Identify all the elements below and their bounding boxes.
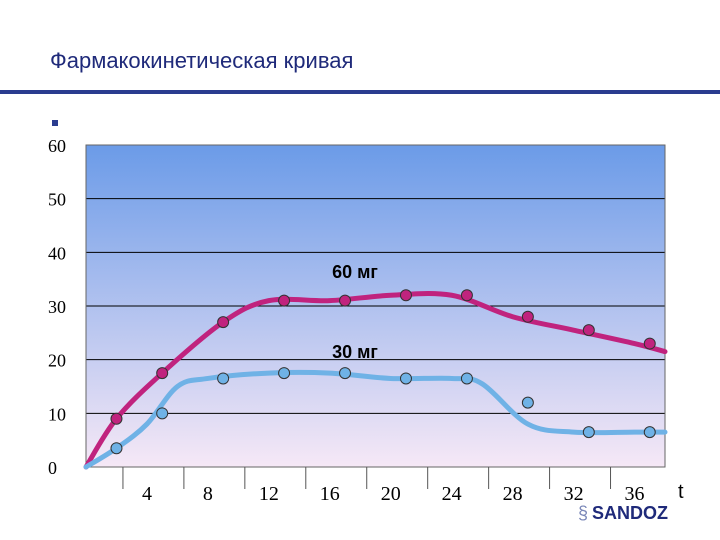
data-point [217, 316, 230, 329]
data-point [460, 372, 473, 385]
logo-mark-icon: § [578, 503, 589, 523]
x-tick-label: 4 [142, 483, 152, 505]
data-point [217, 372, 230, 385]
series-30mg [83, 367, 668, 470]
data-point [643, 337, 656, 350]
data-point [156, 367, 169, 380]
x-tick-label: 16 [320, 483, 340, 505]
x-tick-label: 36 [625, 483, 645, 505]
slide-title: Фармакокинетическая кривая [50, 48, 354, 73]
y-tick-label: 30 [48, 297, 66, 317]
x-tick-label: 24 [442, 483, 462, 505]
y-tick-label: 20 [48, 351, 66, 371]
data-point [156, 407, 169, 420]
axes [122, 467, 612, 489]
data-point [582, 426, 595, 439]
data-point [399, 289, 412, 302]
y-tick-label: 0 [48, 458, 57, 478]
series-label: 30 мг [332, 342, 378, 362]
series-label: 60 мг [332, 262, 378, 282]
x-tick-label: 32 [564, 483, 584, 505]
series-layer [83, 289, 668, 470]
data-point [399, 372, 412, 385]
bullet-marker [52, 120, 58, 126]
plot-border [85, 144, 666, 468]
x-axis-label: t [678, 481, 684, 503]
x-tick-label: 28 [503, 483, 523, 505]
data-point [278, 294, 291, 307]
y-tick-label: 50 [48, 190, 66, 210]
title-divider [0, 90, 720, 94]
x-tick-label: 8 [203, 483, 213, 505]
logo-text: SANDOZ [592, 503, 669, 523]
y-tick-label: 40 [48, 243, 66, 263]
data-point [460, 289, 473, 302]
y-tick-label: 10 [48, 404, 66, 424]
series-line [83, 290, 668, 470]
data-point [110, 442, 123, 455]
data-point [339, 367, 352, 380]
data-point [110, 412, 123, 425]
series-60mg [83, 289, 668, 470]
x-tick-label: 20 [381, 483, 401, 505]
grid-lines [85, 144, 666, 468]
y-tick-label: 60 [48, 136, 66, 156]
x-tick-label: 12 [259, 483, 279, 505]
data-point [521, 396, 534, 409]
data-point [643, 426, 656, 439]
sandoz-logo: § SANDOZ [578, 503, 668, 524]
data-point [278, 367, 291, 380]
data-point [339, 294, 352, 307]
series-line [83, 369, 668, 470]
labels-layer: 0 10 20 30 40 50 60 4 8 12 16 20 24 28 32 36 t 60 мг 30 мг [48, 136, 684, 505]
data-point [582, 324, 595, 337]
data-point [521, 310, 534, 323]
